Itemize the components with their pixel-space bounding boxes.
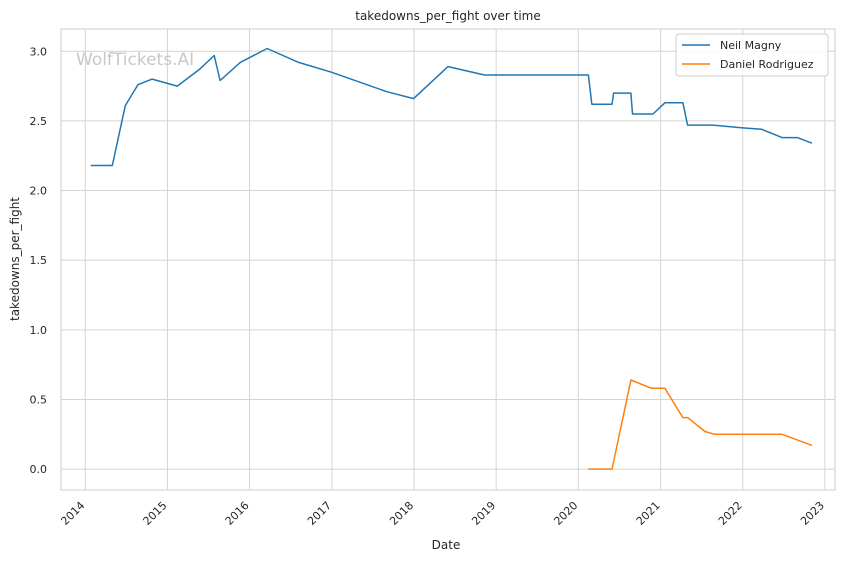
y-tick-labels: 0.0 0.5 1.0 1.5 2.0 2.5 3.0	[30, 45, 48, 476]
y-tick-label: 1.0	[30, 324, 48, 337]
y-tick-label: 3.0	[30, 45, 48, 58]
y-tick-label: 0.5	[30, 393, 48, 406]
y-axis-title: takedowns_per_fight	[8, 197, 22, 321]
y-tick-label: 0.0	[30, 463, 48, 476]
plot-area-border	[60, 28, 836, 491]
y-tick-label: 2.5	[30, 115, 48, 128]
y-tick-label: 1.5	[30, 254, 48, 267]
legend-box	[675, 33, 829, 77]
series-line	[588, 379, 813, 470]
legend-label: Daniel Rodriguez	[720, 58, 814, 71]
chart-title: takedowns_per_fight over time	[355, 9, 541, 23]
legend: Neil Magny Daniel Rodriguez	[675, 33, 829, 77]
y-tick-label: 2.0	[30, 185, 48, 198]
legend-label: Neil Magny	[720, 39, 782, 52]
x-axis-title: Date	[432, 538, 461, 552]
grid	[61, 29, 835, 490]
series-layer	[90, 47, 813, 470]
watermark: WolfTickets.AI	[76, 50, 194, 70]
series-line	[90, 47, 813, 167]
